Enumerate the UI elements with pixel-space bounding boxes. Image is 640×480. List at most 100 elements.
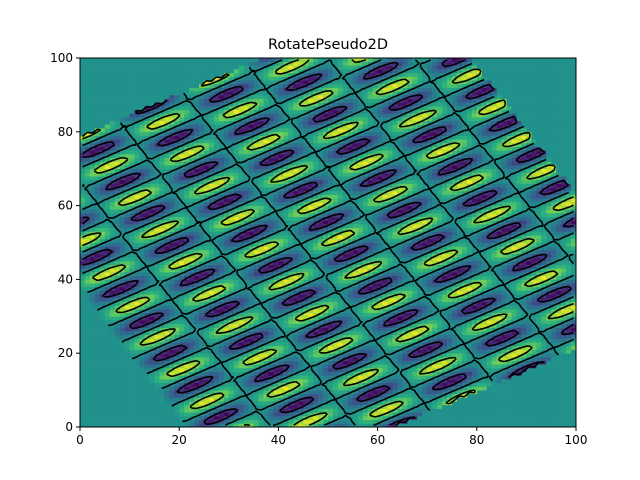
heatmap-cell [516,319,522,325]
heatmap-cell [104,382,111,387]
heatmap-cell [263,412,269,417]
heatmap-cell [248,294,254,299]
heatmap-cell [80,360,86,365]
heatmap-cell [521,404,527,409]
heatmap-cell [417,415,423,420]
heatmap-cell [313,342,319,347]
heatmap-cell [164,275,170,280]
heatmap-cell [541,301,547,306]
heatmap-cell [159,408,165,413]
heatmap-cell [134,375,140,380]
heatmap-cell [382,253,388,258]
heatmap-cell [263,316,269,321]
heatmap-cell [362,260,369,265]
heatmap-cell [318,279,324,284]
heatmap-cell [164,312,170,317]
heatmap-cell [347,312,354,317]
heatmap-cell [263,393,269,398]
heatmap-cell [154,268,160,273]
heatmap-cell [84,401,91,406]
heatmap-cell [129,408,135,413]
heatmap-cell [303,397,309,402]
heatmap-cell [223,338,230,343]
heatmap-cell [278,301,284,306]
heatmap-cell [496,379,502,384]
heatmap-cell [228,301,235,306]
heatmap-cell [248,246,254,251]
heatmap-cell [139,249,145,254]
heatmap-cell [164,360,170,365]
heatmap-cell [213,390,220,395]
heatmap-cell [204,305,210,310]
heatmap-cell [194,290,200,295]
heatmap-cell [99,319,106,325]
heatmap-cell [204,338,210,343]
heatmap-cell [199,364,205,369]
heatmap-cell [427,301,433,306]
heatmap-cell [357,367,364,372]
heatmap-cell [422,412,428,417]
heatmap-cell [372,379,378,384]
heatmap-cell [447,275,453,280]
heatmap-cell [253,401,259,406]
heatmap-cell [159,371,165,376]
heatmap-cell [104,397,111,402]
heatmap-cell [109,419,116,424]
heatmap-cell [134,371,140,376]
heatmap-cell [471,382,478,387]
heatmap-cell [476,264,483,269]
heatmap-cell [248,286,254,291]
heatmap-cell [124,275,130,280]
heatmap-cell [318,283,324,288]
heatmap-cell [199,331,205,336]
heatmap-cell [248,356,254,361]
heatmap-cell [308,253,314,258]
heatmap-cell [481,334,488,339]
heatmap-cell [99,338,106,343]
heatmap-cell [189,297,195,302]
heatmap-cell [417,412,423,417]
heatmap-cell [397,316,403,321]
heatmap-cell [566,412,572,417]
heatmap-cell [566,260,572,265]
heatmap-cell [313,283,319,288]
heatmap-cell [298,246,304,251]
heatmap-cell [228,408,235,413]
heatmap-cell [352,305,359,310]
heatmap-cell [308,379,314,384]
heatmap-cell [536,379,542,384]
heatmap-cell [456,382,463,387]
heatmap-cell [342,312,349,317]
heatmap-cell [303,290,309,295]
heatmap-cell [104,327,111,332]
heatmap-cell [174,260,180,265]
heatmap-cell [258,290,264,295]
heatmap-cell [293,249,299,254]
heatmap-cell [496,353,502,358]
heatmap-cell [377,268,383,273]
heatmap-cell [194,275,200,280]
heatmap-cell [506,323,512,328]
heatmap-cell [442,257,448,262]
heatmap-cell [169,312,175,317]
heatmap-cell [179,345,185,350]
heatmap-cell [476,283,483,288]
heatmap-cell [174,338,180,343]
heatmap-cell [184,279,190,284]
heatmap-cell [456,319,463,325]
heatmap-cell [357,305,364,310]
heatmap-cell [427,390,433,395]
heatmap-cell [452,423,458,427]
heatmap-cell [437,264,443,269]
heatmap-cell [124,364,130,369]
heatmap-cell [124,279,130,284]
heatmap-cell [521,349,527,354]
heatmap-cell [164,397,170,402]
heatmap-cell [377,257,383,262]
heatmap-cell [308,419,314,424]
heatmap-cell [228,371,235,376]
heatmap-cell [427,253,433,258]
heatmap-cell [432,323,438,328]
heatmap-cell [456,415,463,420]
heatmap-cell [293,356,299,361]
